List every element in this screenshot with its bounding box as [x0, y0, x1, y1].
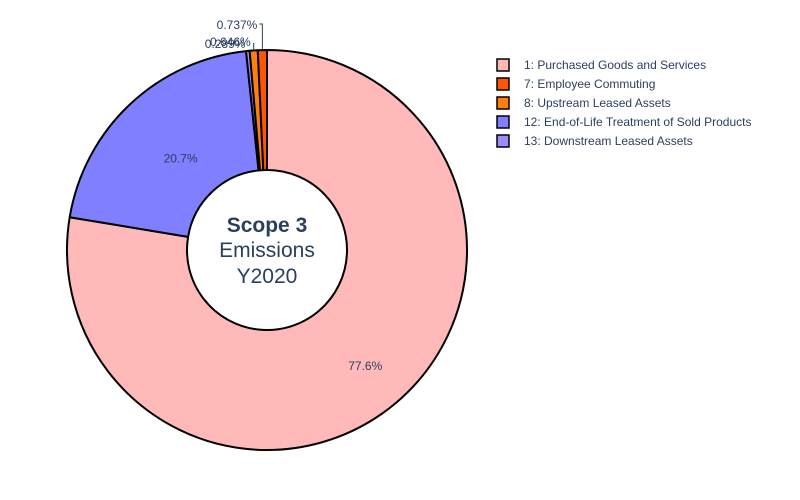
legend-swatch-0	[496, 58, 510, 72]
legend-swatch-1	[496, 77, 510, 91]
legend: 1: Purchased Goods and Services 7: Employ…	[496, 58, 751, 148]
legend-swatch-2	[496, 96, 510, 110]
slices-group	[66, 49, 468, 451]
legend-item-4[interactable]: 13: Downstream Leased Assets	[496, 134, 693, 148]
slice-labels-group: 77.6% 20.7% 0.289% 0.737% 0.646%	[164, 18, 383, 373]
legend-item-1[interactable]: 7: Employee Commuting	[496, 77, 655, 91]
center-annotation: Scope 3 Emissions Y2020	[219, 214, 315, 288]
legend-label-2: 8: Upstream Leased Assets	[524, 96, 671, 110]
legend-swatch-4	[496, 134, 510, 148]
legend-item-2[interactable]: 8: Upstream Leased Assets	[496, 96, 671, 110]
legend-label-1: 7: Employee Commuting	[524, 77, 655, 91]
slice-0[interactable]	[66, 49, 468, 451]
legend-item-3[interactable]: 12: End-of-Life Treatment of Sold Produc…	[496, 115, 751, 129]
slice-label-0: 77.6%	[348, 359, 382, 373]
slice-label-leader-1	[259, 23, 263, 51]
center-subtitle: Emissions	[219, 239, 315, 262]
legend-label-3: 12: End-of-Life Treatment of Sold Produc…	[524, 115, 751, 129]
slice-label-4: 0.289%	[205, 37, 246, 51]
slice-1[interactable]	[256, 49, 268, 172]
center-year: Y2020	[237, 265, 298, 288]
slice-3[interactable]	[68, 50, 260, 238]
slice-label-1: 0.737%	[217, 18, 258, 32]
legend-item-0[interactable]: 1: Purchased Goods and Services	[496, 58, 706, 72]
legend-swatch-3	[496, 115, 510, 129]
slice-label-3: 20.7%	[164, 151, 198, 165]
legend-label-4: 13: Downstream Leased Assets	[524, 134, 693, 148]
center-title: Scope 3	[227, 214, 308, 237]
legend-label-0: 1: Purchased Goods and Services	[524, 58, 706, 72]
slice-label-2: 0.646%	[210, 35, 251, 49]
